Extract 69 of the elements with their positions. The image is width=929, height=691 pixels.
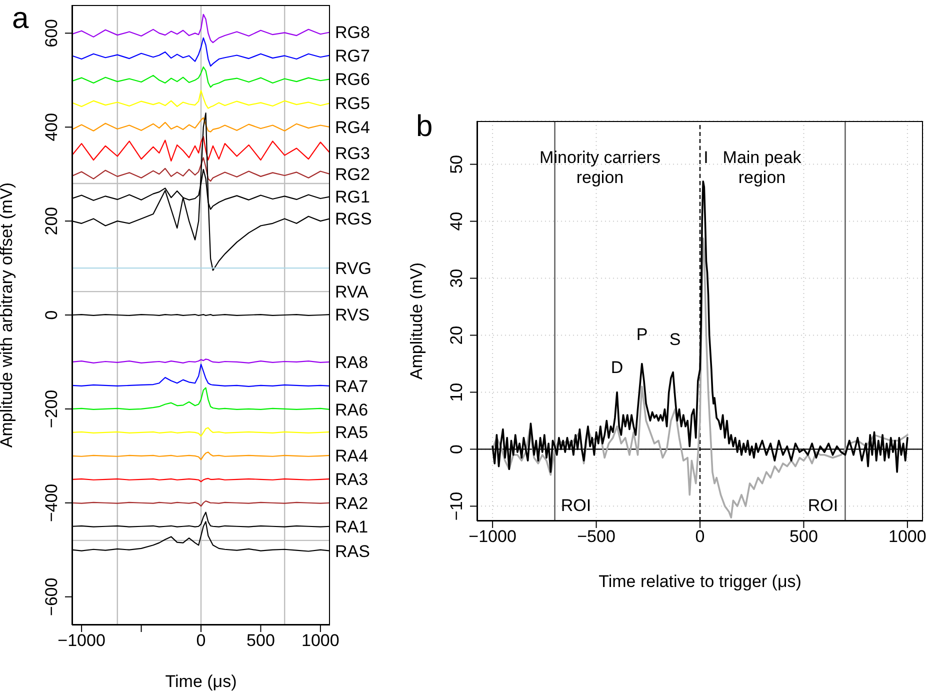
y-tick-label: 400 <box>42 112 61 142</box>
series-label: RA1 <box>335 517 368 536</box>
series-label: RAS <box>335 542 370 561</box>
line-series <box>492 237 908 518</box>
x-tick-label: 500 <box>790 527 818 546</box>
x-tick-label: 1000 <box>888 527 926 546</box>
y-tick-label: 40 <box>447 212 466 231</box>
series-label: RG5 <box>335 94 370 114</box>
line-series <box>72 452 330 460</box>
series-label: RA5 <box>335 422 368 442</box>
series-label: RA2 <box>335 494 368 513</box>
annotation: P <box>636 325 648 344</box>
line-series <box>72 136 330 162</box>
line-series <box>72 90 330 109</box>
annotation: S <box>669 330 681 349</box>
chart-title: a <box>12 2 29 35</box>
annotation: D <box>610 358 624 378</box>
y-tick-label: 0 <box>42 310 61 320</box>
y-tick-label: 200 <box>42 206 61 236</box>
x-tick-label: 0 <box>695 527 705 546</box>
annotation: Main peak region <box>722 148 802 187</box>
series-label: RG1 <box>335 188 370 207</box>
y-tick-label: 600 <box>42 18 61 48</box>
y-tick-label: −600 <box>42 578 61 616</box>
series-label: RG2 <box>335 165 370 184</box>
y-tick-label: −200 <box>42 390 61 428</box>
y-axis-title: Amplitude (mV) <box>407 262 426 380</box>
series-label: RGS <box>335 210 372 229</box>
line-series <box>72 427 330 437</box>
series-label: RA7 <box>335 376 368 396</box>
series-label: RA4 <box>335 446 368 466</box>
y-tick-label: 30 <box>447 268 466 288</box>
y-tick-label: −400 <box>42 484 61 522</box>
x-tick-label: 500 <box>246 631 275 650</box>
line-series <box>72 117 330 132</box>
series-label: RVG <box>335 259 372 278</box>
series-label: RA3 <box>335 470 368 489</box>
annotation: ROI <box>560 496 592 516</box>
line-series <box>72 14 330 44</box>
annotation: I <box>704 148 708 167</box>
x-tick-label: −1000 <box>468 527 516 546</box>
line-series <box>72 387 330 410</box>
chart-title: b <box>416 110 433 143</box>
y-tick-label: 20 <box>447 326 466 345</box>
x-tick-label: 0 <box>196 631 206 650</box>
y-tick-label: −10 <box>447 492 466 521</box>
y-tick-label: 10 <box>447 382 466 402</box>
series-label: RVS <box>335 306 370 325</box>
series-label: RG6 <box>335 70 370 90</box>
series-label: RA6 <box>335 400 368 420</box>
line-series <box>72 37 330 67</box>
series-label: RG7 <box>335 46 370 66</box>
x-tick-label: 1000 <box>302 631 340 650</box>
series-label: RG8 <box>335 23 370 42</box>
line-series <box>72 364 330 387</box>
series-label: RG4 <box>335 118 370 138</box>
x-tick-label: −1000 <box>58 631 106 650</box>
series-label: RVA <box>335 282 370 302</box>
x-axis-title: Time (μs) <box>165 672 237 691</box>
y-tick-label: 0 <box>447 444 466 454</box>
series-label: RG3 <box>335 144 370 163</box>
x-axis-title: Time relative to trigger (μs) <box>598 572 802 591</box>
x-tick-label: −500 <box>577 527 616 546</box>
line-series <box>72 157 330 182</box>
annotation: ROI <box>806 496 840 516</box>
y-tick-label: 50 <box>447 154 466 174</box>
y-axis-title: Amplitude with arbitrary offset (mV) <box>0 182 16 448</box>
series-label: RA8 <box>335 352 368 372</box>
line-series <box>72 66 330 88</box>
